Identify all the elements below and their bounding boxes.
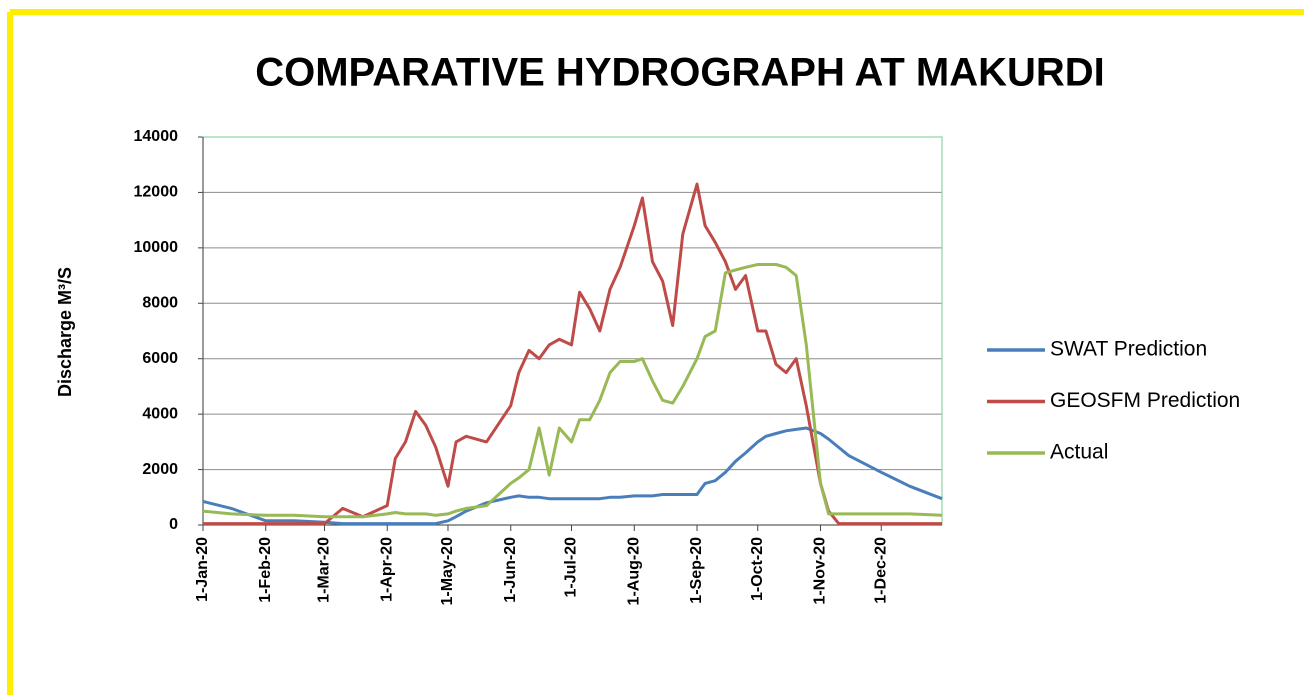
y-tick-label: 10000 (134, 239, 179, 256)
legend-label: Actual (1050, 441, 1108, 464)
legend-label: GEOSFM Prediction (1050, 389, 1240, 412)
series-line (202, 426, 943, 526)
x-tick-label: 1-Aug-20 (625, 537, 642, 606)
x-tick-label: 1-Nov-20 (812, 537, 829, 605)
x-tick-label: 1-Jul-20 (563, 537, 580, 598)
series-line (203, 182, 942, 526)
x-tick-label: 1-Dec-20 (872, 537, 889, 604)
y-tick-label: 8000 (142, 295, 178, 312)
y-tick-label: 0 (169, 516, 178, 533)
y-axis-label: Discharge M³/S (55, 267, 75, 397)
y-tick-label: 2000 (142, 461, 178, 478)
chart-title: COMPARATIVE HYDROGRAPH AT MAKURDI (255, 51, 1105, 95)
x-tick-label: 1-Mar-20 (316, 537, 333, 603)
legend-label: SWAT Prediction (1050, 338, 1207, 361)
y-tick-label: 14000 (134, 128, 179, 145)
x-tick-label: 1-Jan-20 (194, 537, 211, 602)
x-tick-label: 1-Oct-20 (749, 537, 766, 601)
x-tick-label: 1-Apr-20 (378, 537, 395, 602)
x-tick-label: 1-May-20 (439, 537, 456, 606)
y-tick-label: 6000 (142, 350, 178, 367)
x-tick-label: 1-Feb-20 (257, 537, 274, 603)
x-tick-label: 1-Sep-20 (688, 537, 705, 604)
y-tick-label: 4000 (142, 405, 178, 422)
series-line (202, 263, 943, 519)
y-tick-label: 12000 (134, 184, 179, 201)
x-tick-label: 1-Jun-20 (502, 537, 519, 603)
